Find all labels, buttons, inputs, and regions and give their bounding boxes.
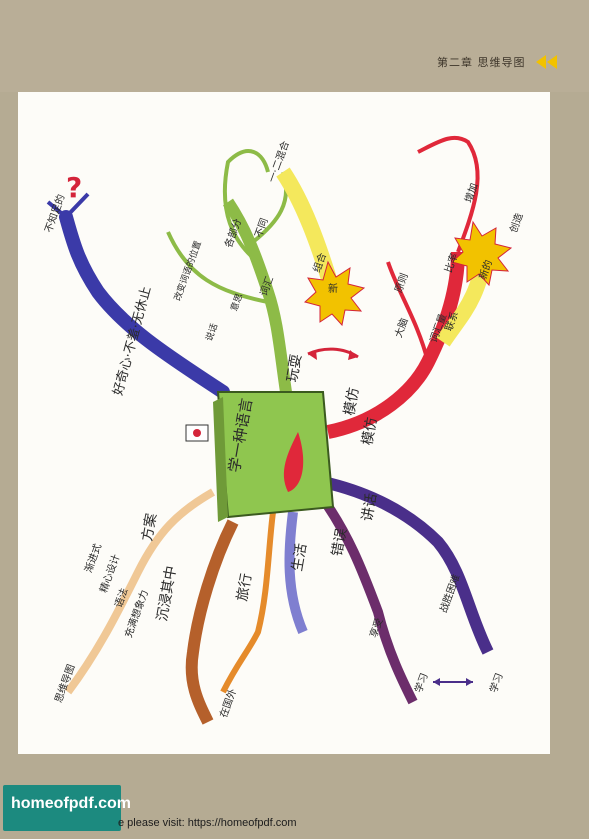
branch-curious: ? (46, 171, 230, 399)
imitate-sub-create: 创造 (507, 211, 526, 234)
chapter-title: 第二章 思维导图 (437, 56, 526, 69)
double-arrow-icon (536, 55, 557, 69)
talk-sub-learn: 学习 (487, 671, 506, 694)
life-label: 生活 (289, 542, 310, 572)
play-label: 玩耍 (284, 353, 305, 383)
branch-imitate (326, 135, 513, 439)
imitate-label: 模仿 (342, 386, 363, 416)
curious-question-mark: ? (66, 171, 82, 204)
learn-arrow-icon (433, 678, 473, 686)
branch-plan (64, 488, 215, 695)
branch-immerse (185, 519, 239, 725)
double-arrow-icon (307, 347, 359, 360)
mind-map: ? 学一种语言 玩耍 模仿 (42, 135, 526, 725)
branch-life (284, 511, 308, 634)
immerse-label: 沉浸其中 (154, 565, 179, 623)
mistake-label: 错误 (329, 527, 350, 557)
branch-travel (220, 511, 276, 694)
burst-new-1 (303, 260, 366, 327)
footer-visit-link[interactable]: e please visit: https://homeofpdf.com (118, 817, 297, 829)
travel-sub-abroad: 在国外 (218, 687, 240, 719)
page-top-band (0, 0, 589, 92)
center-book (185, 391, 335, 522)
play-sub-different: 不同 (253, 217, 271, 240)
talk-label: 讲话 (359, 492, 380, 522)
plan-sub-design: 精心设计 (97, 552, 123, 594)
plan-sub-gradual: 渐进式 (82, 542, 104, 575)
branch-talk (321, 476, 494, 655)
play-sub-speak: 说话 (203, 322, 220, 343)
imitate-sub-increase: 增加 (462, 181, 481, 204)
plan-sub-grammar: 语法 (112, 586, 131, 609)
travel-label: 旅行 (234, 572, 255, 602)
play-sub-new: 新 (328, 282, 338, 295)
imitate-label-2: 模仿 (360, 416, 381, 446)
plan-label: 方案 (138, 512, 160, 543)
mistake-sub-learn: 学习 (412, 671, 431, 694)
branch-mistake (313, 489, 418, 705)
site-logo[interactable]: homeofpdf.com (3, 785, 131, 831)
logo-text: homeofpdf.com (11, 795, 131, 812)
imitate-sub-brain: 大脑 (392, 316, 411, 339)
play-sub-meaning: 意思 (228, 292, 245, 313)
